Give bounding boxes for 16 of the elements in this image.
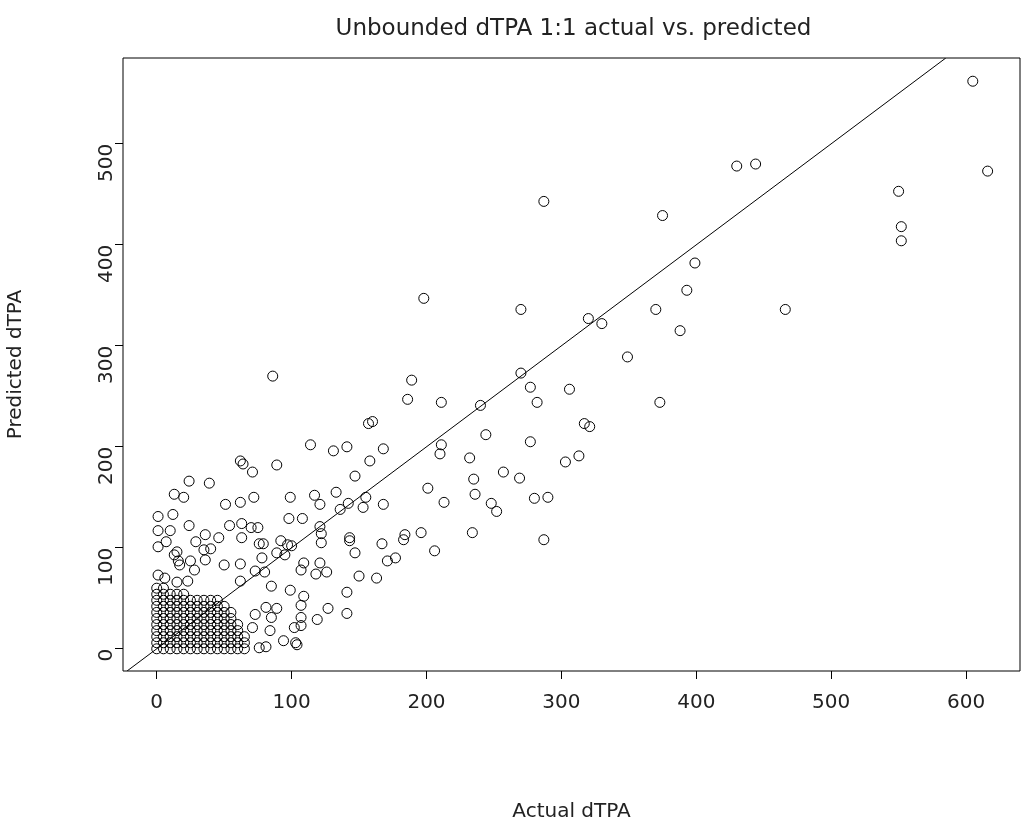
y-tick-label: 500 <box>93 143 118 183</box>
x-axis-title: Actual dTPA <box>512 798 632 823</box>
x-tick-label: 500 <box>812 689 851 714</box>
x-tick-label: 100 <box>272 689 311 714</box>
x-tick-label: 400 <box>677 689 716 714</box>
y-axis-title: Predicted dTPA <box>2 289 27 440</box>
y-tick-label: 200 <box>93 446 118 485</box>
x-tick-label: 300 <box>542 689 581 714</box>
x-tick-label: 200 <box>407 689 446 714</box>
y-tick-label: 0 <box>93 648 118 662</box>
y-tick-label: 400 <box>93 244 118 284</box>
y-tick-label: 300 <box>93 345 118 384</box>
x-tick-label: 0 <box>150 689 164 714</box>
y-tick-label: 100 <box>93 547 118 586</box>
x-tick-label: 600 <box>946 689 986 714</box>
chart-title: Unbounded dTPA 1:1 actual vs. predicted <box>334 14 813 40</box>
